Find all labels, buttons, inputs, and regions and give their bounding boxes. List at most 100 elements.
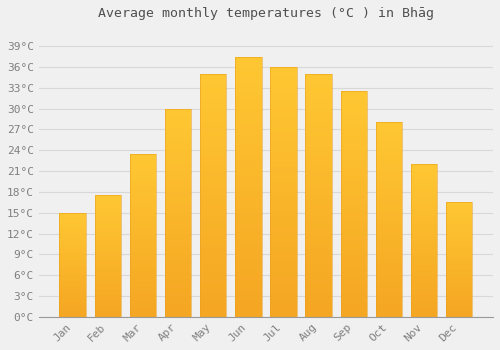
Bar (60, 286, 86, 288)
Bar (270, 192, 296, 197)
Bar (60, 284, 86, 286)
Bar (446, 241, 472, 244)
Bar (165, 313, 191, 317)
Bar (306, 161, 332, 166)
Bar (94, 195, 121, 317)
Bar (376, 274, 402, 278)
Bar (270, 122, 296, 127)
Bar (270, 97, 296, 102)
Bar (200, 307, 226, 312)
Bar (340, 218, 367, 222)
Bar (130, 310, 156, 314)
Bar (165, 238, 191, 242)
Bar (60, 304, 86, 306)
Bar (60, 262, 86, 265)
Bar (411, 186, 438, 189)
Bar (306, 186, 332, 190)
Bar (411, 304, 438, 308)
Bar (130, 304, 156, 307)
Bar (340, 231, 367, 236)
Bar (130, 307, 156, 310)
Bar (306, 288, 332, 293)
Bar (306, 220, 332, 224)
Bar (376, 313, 402, 317)
Bar (411, 234, 438, 237)
Bar (306, 74, 332, 79)
Bar (376, 138, 402, 142)
Bar (165, 179, 191, 183)
Bar (235, 306, 262, 312)
Bar (200, 89, 226, 93)
Bar (446, 255, 472, 257)
Bar (340, 285, 367, 290)
Bar (200, 79, 226, 84)
Bar (411, 277, 438, 280)
Bar (376, 289, 402, 294)
Bar (270, 92, 296, 97)
Bar (306, 79, 332, 84)
Bar (376, 286, 402, 289)
Bar (200, 244, 226, 249)
Bar (235, 265, 262, 270)
Bar (340, 132, 367, 136)
Bar (270, 172, 296, 177)
Bar (94, 237, 121, 239)
Bar (165, 108, 191, 317)
Bar (270, 152, 296, 157)
Bar (376, 294, 402, 298)
Bar (270, 257, 296, 262)
Bar (306, 259, 332, 263)
Bar (446, 225, 472, 228)
Bar (130, 245, 156, 248)
Bar (235, 260, 262, 265)
Bar (94, 304, 121, 307)
Bar (306, 278, 332, 283)
Bar (165, 188, 191, 192)
Bar (200, 74, 226, 79)
Bar (340, 150, 367, 154)
Bar (200, 108, 226, 113)
Bar (235, 223, 262, 228)
Bar (165, 125, 191, 130)
Bar (235, 208, 262, 213)
Bar (200, 229, 226, 234)
Bar (235, 155, 262, 161)
Bar (376, 266, 402, 270)
Bar (446, 220, 472, 223)
Bar (340, 127, 367, 132)
Bar (270, 137, 296, 142)
Bar (446, 230, 472, 232)
Bar (306, 103, 332, 108)
Bar (60, 254, 86, 257)
Bar (411, 308, 438, 311)
Bar (306, 98, 332, 103)
Bar (200, 122, 226, 127)
Bar (340, 290, 367, 294)
Bar (376, 220, 402, 224)
Bar (446, 207, 472, 209)
Bar (270, 237, 296, 242)
Bar (130, 167, 156, 170)
Bar (340, 173, 367, 177)
Bar (446, 266, 472, 269)
Bar (200, 137, 226, 142)
Bar (446, 216, 472, 218)
Bar (94, 275, 121, 278)
Bar (446, 237, 472, 239)
Bar (94, 300, 121, 302)
Bar (376, 122, 402, 317)
Bar (446, 292, 472, 294)
Bar (340, 91, 367, 96)
Bar (306, 224, 332, 229)
Bar (130, 154, 156, 317)
Bar (200, 254, 226, 259)
Bar (376, 224, 402, 228)
Bar (270, 102, 296, 107)
Bar (376, 216, 402, 220)
Bar (165, 262, 191, 267)
Bar (130, 238, 156, 242)
Bar (340, 91, 367, 317)
Bar (270, 217, 296, 222)
Bar (200, 103, 226, 108)
Bar (411, 244, 438, 246)
